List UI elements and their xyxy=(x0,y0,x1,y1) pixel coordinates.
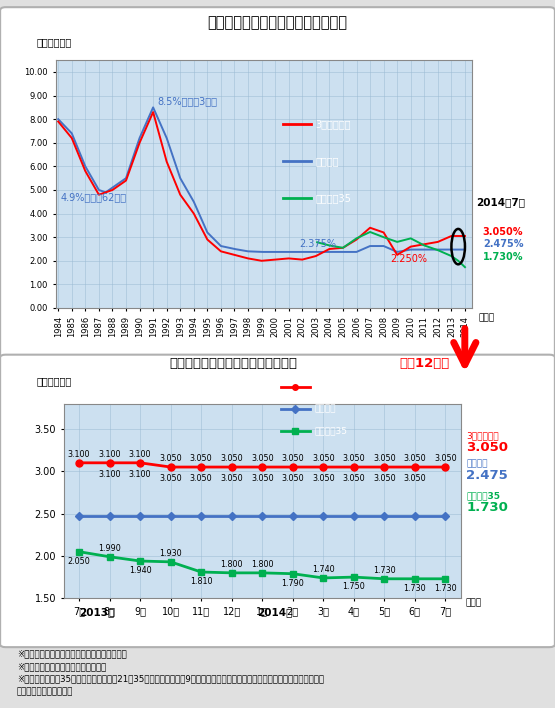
Text: 3.100: 3.100 xyxy=(98,450,121,459)
Text: 変動金利: 変動金利 xyxy=(315,404,336,413)
Text: 2.475%: 2.475% xyxy=(483,239,523,249)
Text: 3.100: 3.100 xyxy=(129,450,152,459)
Text: 1.740: 1.740 xyxy=(312,565,335,573)
Text: 3年固定金利: 3年固定金利 xyxy=(315,382,347,391)
FancyBboxPatch shape xyxy=(0,355,555,647)
Text: 8.5%（平成3年）: 8.5%（平成3年） xyxy=(157,96,217,105)
Text: 3.050: 3.050 xyxy=(190,474,213,483)
FancyBboxPatch shape xyxy=(0,7,555,358)
Text: フラット35: フラット35 xyxy=(466,491,500,500)
Text: 1.730: 1.730 xyxy=(403,584,426,593)
Text: 1.730: 1.730 xyxy=(466,501,508,514)
Text: 3.050: 3.050 xyxy=(373,454,396,463)
Text: フラット35: フラット35 xyxy=(316,193,351,203)
Text: 3.050: 3.050 xyxy=(159,454,182,463)
Text: 1.790: 1.790 xyxy=(281,578,304,588)
Text: ※住宅金融支援機構公表のデータを元に編集。: ※住宅金融支援機構公表のデータを元に編集。 xyxy=(17,649,127,658)
Text: 1.990: 1.990 xyxy=(98,544,121,552)
Text: 3年固定金利: 3年固定金利 xyxy=(466,431,499,440)
Text: 3.050: 3.050 xyxy=(312,454,335,463)
Text: 変動金利: 変動金利 xyxy=(466,459,488,468)
Text: 3.050: 3.050 xyxy=(342,474,365,483)
Text: 3.050: 3.050 xyxy=(190,454,213,463)
Text: ※主要都市銀行における金利を掲載。: ※主要都市銀行における金利を掲載。 xyxy=(17,662,106,671)
Text: 3.050: 3.050 xyxy=(312,474,335,483)
Text: 3.050: 3.050 xyxy=(403,454,426,463)
Text: 2.050: 2.050 xyxy=(68,556,90,566)
Text: 3.050: 3.050 xyxy=(220,474,243,483)
Text: 1.800: 1.800 xyxy=(251,559,274,569)
Text: 3.050: 3.050 xyxy=(220,454,243,463)
Text: 最も多いものを表示。: 最も多いものを表示。 xyxy=(17,687,73,697)
Text: 2.475: 2.475 xyxy=(466,469,508,482)
Text: （年率・％）: （年率・％） xyxy=(36,37,72,47)
Text: 3.050: 3.050 xyxy=(281,454,304,463)
Text: 最近12ヶ月: 最近12ヶ月 xyxy=(400,357,450,370)
Text: 3.050: 3.050 xyxy=(466,441,508,454)
Text: 3.050: 3.050 xyxy=(342,454,365,463)
Text: 3.050: 3.050 xyxy=(434,454,457,463)
Text: 民間金融機関の住宅ローン金利推移: 民間金融機関の住宅ローン金利推移 xyxy=(208,16,347,30)
Text: 1.750: 1.750 xyxy=(342,582,365,591)
Text: 2014年7月: 2014年7月 xyxy=(476,197,525,207)
Text: 4.9%（昭和62年）: 4.9%（昭和62年） xyxy=(61,193,127,202)
Text: （年）: （年） xyxy=(465,598,481,607)
Text: 3.050: 3.050 xyxy=(251,474,274,483)
Text: 3.050: 3.050 xyxy=(281,474,304,483)
Text: 2013年: 2013年 xyxy=(79,607,115,617)
Text: 3.050: 3.050 xyxy=(159,474,182,483)
Text: 1.930: 1.930 xyxy=(159,549,182,558)
Text: 変動金利: 変動金利 xyxy=(316,156,339,166)
Text: 1.730: 1.730 xyxy=(434,584,457,593)
Text: 3.050: 3.050 xyxy=(373,474,396,483)
Text: （年）: （年） xyxy=(478,313,495,322)
Text: 1.940: 1.940 xyxy=(129,566,152,575)
Text: 民間金融機関の住宅ローン金利推移: 民間金融機関の住宅ローン金利推移 xyxy=(169,357,297,370)
Text: ※最新のフラット35の金利は、返済期間21～35年タイプ（融資率9割以下）の金利の内、取り扱い金融機関が提供する金利で: ※最新のフラット35の金利は、返済期間21～35年タイプ（融資率9割以下）の金利… xyxy=(17,675,324,684)
Text: 2.375%: 2.375% xyxy=(300,239,336,249)
Text: 1.730%: 1.730% xyxy=(483,252,523,262)
Text: 3.100: 3.100 xyxy=(129,469,152,479)
Text: 2014年: 2014年 xyxy=(257,607,292,617)
Text: 3.050: 3.050 xyxy=(251,454,274,463)
Text: 3.050%: 3.050% xyxy=(483,227,523,236)
Text: 3.100: 3.100 xyxy=(98,469,121,479)
Text: 1.730: 1.730 xyxy=(373,566,396,575)
Text: （年率・％）: （年率・％） xyxy=(36,377,72,387)
Text: 1.810: 1.810 xyxy=(190,577,213,586)
Text: 3.050: 3.050 xyxy=(403,474,426,483)
Text: 1.800: 1.800 xyxy=(220,559,243,569)
Text: フラット35: フラット35 xyxy=(315,427,347,435)
Text: 3.100: 3.100 xyxy=(68,450,90,459)
Text: 2.250%: 2.250% xyxy=(390,254,427,264)
Text: 3年固定金利: 3年固定金利 xyxy=(316,119,351,129)
